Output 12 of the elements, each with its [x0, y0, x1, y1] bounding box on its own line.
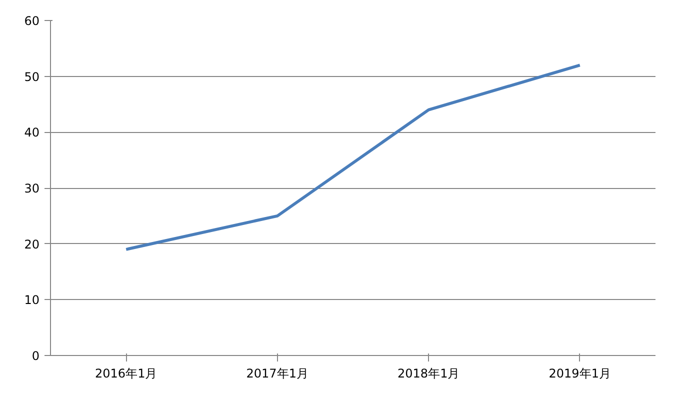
y-tick-label: 40: [24, 126, 40, 140]
y-tick-label: 10: [24, 293, 40, 308]
y-tick-label: 50: [24, 70, 40, 84]
y-tick-label: 0: [32, 349, 40, 363]
x-tick-label: 2017年1月: [246, 366, 308, 380]
line-series: [124, 64, 582, 251]
y-tick-label: 60: [24, 14, 40, 28]
x-tick-label: 2016年1月: [95, 366, 158, 380]
y-tick-label: 20: [24, 237, 40, 252]
x-tick-label: 2019年1月: [548, 366, 611, 380]
x-tick-label: 2018年1月: [398, 366, 460, 380]
y-tick-label: 30: [24, 182, 40, 196]
